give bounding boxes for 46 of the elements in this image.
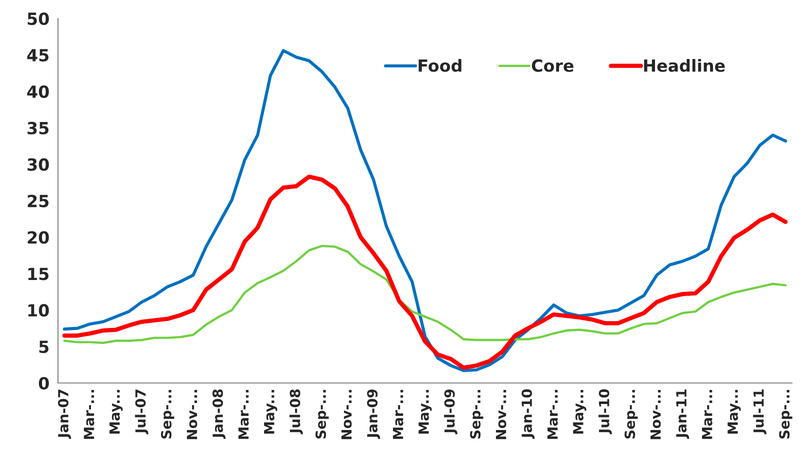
x-tick-label: Jul-09 [444, 389, 458, 434]
x-tick-label: May... [110, 390, 123, 434]
y-tick-label: 25 [28, 194, 49, 208]
legend-label: Headline [644, 59, 725, 72]
x-tick-label: Jul-08 [290, 389, 303, 434]
x-tick-label: Mar-... [84, 390, 94, 439]
x-tick-label: Sep-... [624, 390, 638, 439]
y-tick-label: 10 [28, 304, 49, 317]
line-series [62, 174, 788, 370]
x-tick-label: Jan-11 [676, 390, 690, 439]
line-series [62, 49, 788, 372]
x-tick-label: Nov-... [650, 390, 661, 440]
y-tick-label: 5 [39, 340, 49, 354]
x-tick-label: May... [573, 390, 586, 434]
x-tick-label: May... [418, 390, 432, 434]
y-tick-label: 50 [28, 12, 49, 26]
y-tick-label: 20 [28, 231, 49, 244]
line-series [63, 244, 787, 344]
y-tick-label: 30 [28, 158, 49, 171]
x-tick-label: Jul-07 [134, 390, 148, 434]
x-tick-label: Jul-11 [753, 390, 766, 434]
x-tick-label: Sep-... [779, 390, 792, 439]
y-tick-label: 35 [28, 122, 49, 134]
x-tick-label: May... [264, 390, 278, 434]
x-tick-label: Jan-09 [367, 389, 380, 439]
x-tick-label: Nov-... [186, 390, 198, 440]
y-tick-label: 15 [28, 268, 49, 280]
x-tick-label: Nov-... [341, 390, 352, 440]
x-tick-label: Sep-... [470, 390, 484, 439]
x-tick-label: Nov-... [496, 390, 506, 440]
x-tick-label: Jan-07 [58, 390, 72, 439]
x-tick-label: Mar-... [547, 390, 558, 439]
legend-label: Core [532, 59, 574, 72]
legend-label: Food [418, 59, 462, 72]
x-tick-label: Mar-... [238, 390, 249, 439]
x-tick-label: Mar-... [702, 390, 712, 439]
y-tick-label: 40 [27, 85, 49, 98]
y-tick-label: 0 [38, 376, 49, 390]
y-tick-label: 45 [27, 49, 49, 62]
x-tick-label: Jan-10 [522, 389, 535, 439]
x-tick-label: Jan-08 [212, 389, 226, 439]
x-tick-label: Sep-... [160, 390, 174, 439]
x-tick-label: Sep-... [316, 390, 329, 439]
x-tick-label: Mar-... [392, 390, 404, 439]
x-tick-label: May... [728, 390, 741, 434]
x-tick-label: Jul-10 [598, 389, 612, 434]
